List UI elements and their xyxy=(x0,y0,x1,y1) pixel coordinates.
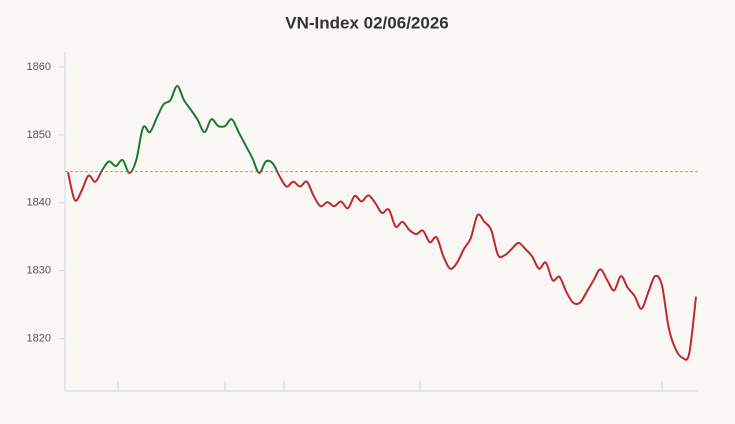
y-tick-label: 1840 xyxy=(27,197,51,209)
y-tick-label: 1850 xyxy=(27,129,51,141)
y-tick-label: 1830 xyxy=(27,265,51,277)
y-tick-label: 1820 xyxy=(27,333,51,345)
y-tick-label: 1860 xyxy=(27,61,51,73)
price-line-down xyxy=(67,171,697,361)
price-line-up xyxy=(100,84,279,172)
x-ticks xyxy=(117,381,663,391)
chart-title: VN-Index 02/06/2026 xyxy=(285,13,448,32)
